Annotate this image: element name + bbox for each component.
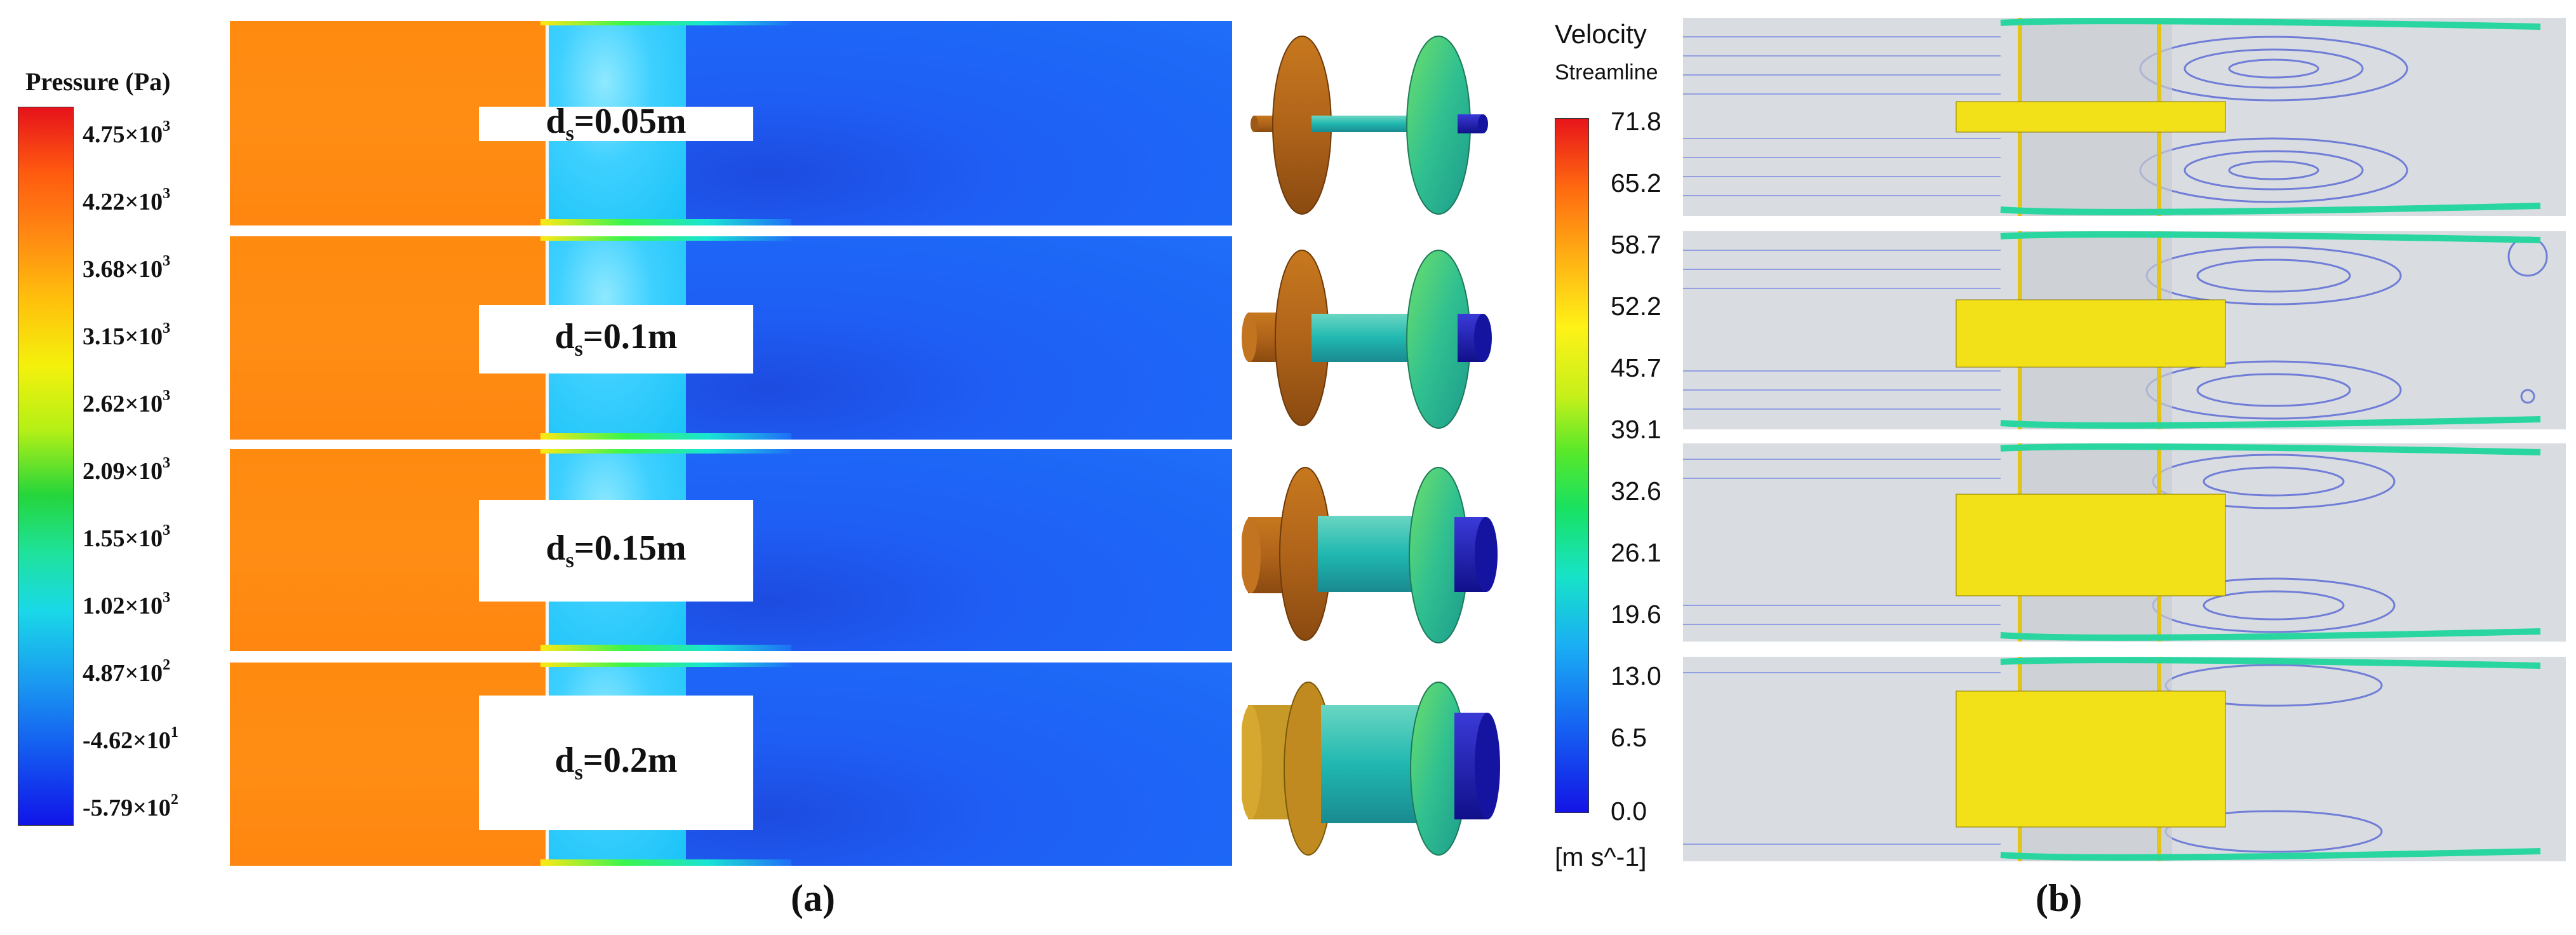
velocity-legend-subtitle: Streamline [1555, 60, 1658, 84]
velocity-tick: 52.2 [1611, 292, 1661, 321]
pressure-tick: 4.87×102 [83, 657, 171, 687]
rotor-surface-model [1251, 36, 1488, 215]
velocity-tick: 13.0 [1611, 661, 1661, 690]
velocity-tick: 19.6 [1611, 600, 1661, 629]
caption-b: (b) [2036, 877, 2083, 919]
pressure-tick: -4.62×101 [83, 724, 178, 754]
pressure-tick: 3.15×103 [83, 320, 171, 350]
case-label: ds=0.15m [479, 500, 753, 602]
streamline-panel [1683, 231, 2566, 429]
velocity-tick: 26.1 [1611, 538, 1661, 567]
pressure-colorbar [18, 107, 74, 826]
pressure-contour-panel: ds=0.15m [230, 449, 1232, 651]
velocity-tick: 65.2 [1611, 168, 1661, 198]
velocity-tick: 45.7 [1611, 353, 1661, 382]
pressure-tick: 2.62×103 [83, 387, 171, 417]
pressure-tick: 1.02×103 [83, 589, 171, 619]
pressure-tick: 1.55×103 [83, 522, 171, 552]
velocity-tick: 32.6 [1611, 476, 1661, 506]
velocity-tick: 39.1 [1611, 415, 1661, 444]
velocity-tick: 58.7 [1611, 230, 1661, 259]
pressure-contour-panel: ds=0.1m [230, 236, 1232, 440]
rotor-surface-model [1242, 682, 1500, 856]
velocity-legend-title: Velocity [1555, 19, 1647, 49]
case-label: ds=0.05m [479, 102, 753, 146]
pressure-tick: 3.68×103 [83, 253, 171, 283]
pressure-legend-title: Pressure (Pa) [25, 67, 171, 96]
streamline-panel [1683, 18, 2566, 216]
pressure-tick: -5.79×102 [83, 791, 178, 821]
case-label: ds=0.1m [479, 305, 753, 373]
pressure-contour-panel: ds=0.2m [230, 663, 1232, 866]
pressure-tick: 4.75×103 [83, 118, 171, 148]
velocity-colorbar [1555, 118, 1589, 813]
pressure-tick: 4.22×103 [83, 185, 171, 215]
streamline-panel [1683, 443, 2566, 642]
velocity-tick: 71.8 [1611, 107, 1661, 136]
streamline-panel [1683, 657, 2566, 861]
rotor-surface-model [1242, 467, 1498, 643]
case-label: ds=0.2m [479, 696, 753, 830]
rotor-surface-model [1242, 250, 1492, 429]
velocity-tick: 6.5 [1611, 723, 1647, 752]
velocity-unit-label: [m s^-1] [1555, 842, 1647, 871]
pressure-tick: 2.09×103 [83, 455, 171, 485]
pressure-contour-panel: ds=0.05m [230, 21, 1232, 225]
caption-a: (a) [791, 877, 835, 919]
velocity-tick: 0.0 [1611, 797, 1647, 826]
